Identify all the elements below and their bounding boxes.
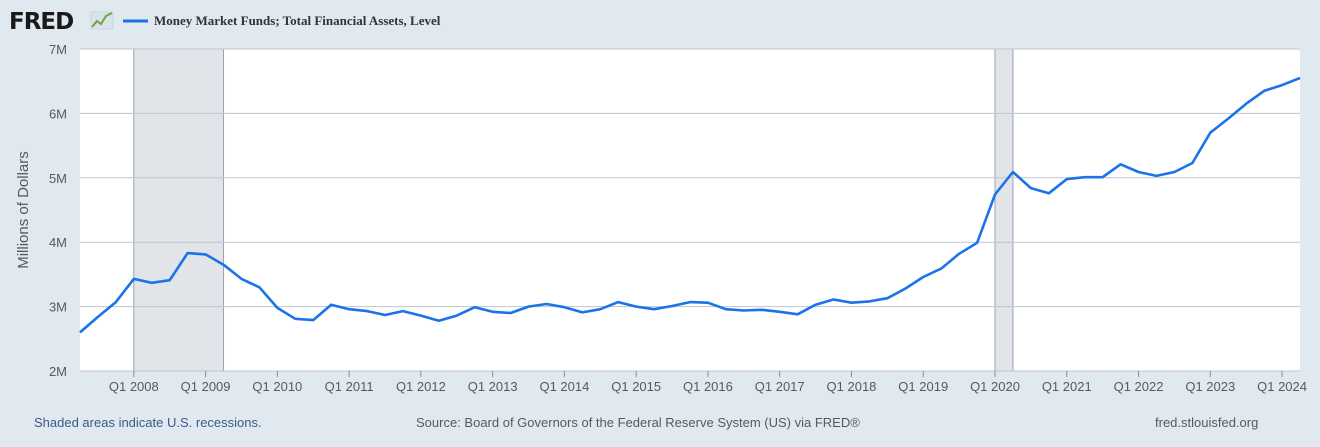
x-tick-label: Q1 2014: [539, 379, 589, 394]
series-layer: [79, 76, 1301, 334]
x-tick-label: Q1 2021: [1042, 379, 1092, 394]
y-axis-ticks: 2M 3M 4M 5M 6M 7M: [49, 42, 67, 379]
recession-note: Shaded areas indicate U.S. recessions.: [34, 415, 262, 430]
y-tick-label: 3M: [49, 300, 67, 315]
gridlines: [80, 48, 1300, 372]
y-axis-label: Millions of Dollars: [15, 151, 32, 269]
x-tick-label: Q1 2024: [1257, 379, 1307, 394]
x-axis-ticks: Q1 2008 Q1 2009 Q1 2010 Q1 2011 Q1 2012 Q1 20…: [109, 371, 1307, 394]
x-tick-label: Q1 2020: [970, 379, 1020, 394]
legend-label: Money Market Funds; Total Financial Asse…: [154, 13, 441, 28]
site-link[interactable]: fred.stlouisfed.org: [1155, 415, 1258, 430]
x-tick-label: Q1 2011: [325, 379, 374, 394]
plot-area: [80, 49, 1300, 371]
legend: Money Market Funds; Total Financial Asse…: [123, 13, 441, 28]
y-tick-label: 6M: [49, 106, 67, 121]
x-tick-label: Q1 2018: [827, 379, 877, 394]
x-tick-label: Q1 2009: [181, 379, 231, 394]
x-tick-label: Q1 2023: [1185, 379, 1235, 394]
x-tick-label: Q1 2013: [468, 379, 518, 394]
x-tick-label: Q1 2017: [755, 379, 805, 394]
series-line: [79, 76, 1301, 334]
x-tick-label: Q1 2012: [396, 379, 446, 394]
x-tick-label: Q1 2022: [1114, 379, 1164, 394]
recession-band: [994, 48, 1014, 372]
fred-logo[interactable]: FRED: [9, 9, 114, 35]
x-tick-label: Q1 2016: [683, 379, 733, 394]
y-tick-label: 7M: [49, 42, 67, 57]
x-tick-label: Q1 2019: [898, 379, 948, 394]
fred-logo-text: FRED: [9, 9, 73, 35]
x-tick-label: Q1 2015: [611, 379, 661, 394]
y-tick-label: 4M: [49, 235, 67, 250]
x-tick-label: Q1 2010: [252, 379, 302, 394]
fred-logo-graph-icon: [90, 11, 114, 30]
y-tick-label: 2M: [49, 364, 67, 379]
source-note: Source: Board of Governors of the Federa…: [416, 415, 860, 430]
recession-band: [133, 48, 225, 372]
y-tick-label: 5M: [49, 171, 67, 186]
x-tick-label: Q1 2008: [109, 379, 159, 394]
